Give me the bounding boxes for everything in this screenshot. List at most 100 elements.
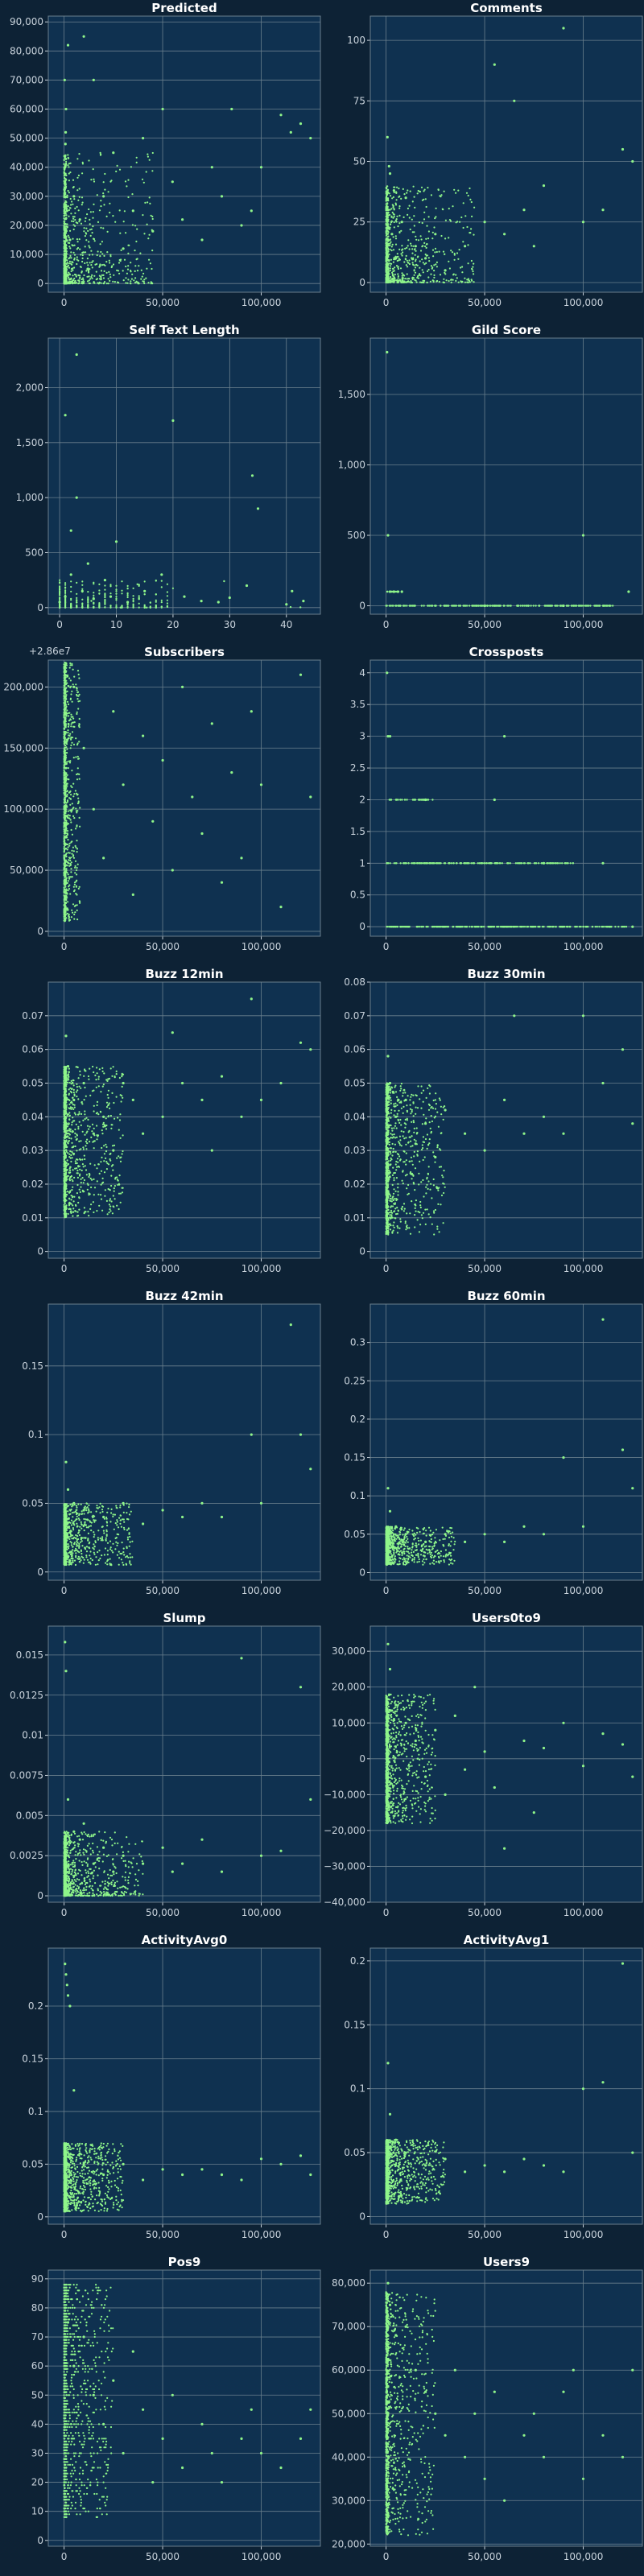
data-point [411, 262, 414, 264]
data-point [80, 280, 84, 283]
data-point [72, 217, 75, 220]
data-point [387, 271, 390, 274]
data-point [76, 189, 79, 192]
data-point [89, 1173, 91, 1175]
data-point [121, 589, 123, 592]
data-point [109, 273, 111, 275]
data-point [453, 258, 456, 261]
data-point [72, 1088, 75, 1091]
data-point [109, 1210, 112, 1212]
data-point [578, 926, 580, 928]
data-point [64, 767, 68, 770]
data-point [469, 232, 471, 234]
data-point [65, 214, 68, 217]
data-point [64, 828, 68, 831]
scatter-panel-2: Comments 0 25 50 75 100 0 50,000 100,000 [322, 0, 644, 322]
data-point [496, 926, 499, 928]
data-point [118, 1155, 120, 1158]
data-point [93, 1147, 95, 1150]
data-point [436, 250, 438, 254]
data-point [135, 161, 138, 163]
data-point [519, 862, 522, 865]
data-point [66, 748, 68, 750]
data-point [392, 590, 395, 593]
data-point [69, 864, 72, 867]
data-point [79, 1168, 81, 1170]
data-point [102, 1125, 105, 1128]
data-point [87, 601, 89, 604]
data-point [85, 1095, 87, 1097]
data-point [67, 817, 69, 819]
data-point [452, 205, 454, 208]
data-point [72, 737, 74, 739]
data-point [594, 605, 597, 607]
data-point [389, 926, 391, 928]
data-point [73, 883, 76, 886]
data-point [66, 194, 68, 196]
data-point [408, 248, 411, 250]
data-point [78, 726, 80, 729]
data-point [97, 1085, 100, 1088]
data-point [72, 1180, 74, 1183]
data-point [99, 151, 101, 154]
data-point [64, 777, 68, 780]
data-point [489, 605, 492, 607]
data-point [431, 237, 434, 240]
data-point [67, 1075, 69, 1077]
data-point [89, 268, 91, 270]
data-point [419, 281, 422, 283]
data-point [393, 213, 395, 216]
data-point [63, 864, 65, 866]
data-point [121, 1191, 124, 1194]
data-point [100, 250, 102, 254]
data-point [386, 256, 390, 258]
axes-frame [369, 659, 643, 937]
data-point [69, 1087, 72, 1089]
data-point [118, 1192, 121, 1195]
data-point [78, 778, 80, 780]
data-point [69, 862, 72, 865]
data-point [82, 277, 85, 279]
data-point [420, 926, 423, 928]
data-point [402, 281, 405, 283]
data-point [80, 278, 83, 281]
data-point [74, 219, 76, 221]
data-point [67, 767, 69, 770]
data-point [132, 603, 134, 605]
x-tick-label: 0 [383, 619, 390, 630]
data-point [66, 709, 68, 712]
data-point [109, 592, 112, 595]
data-point [410, 281, 412, 284]
data-point [78, 1085, 80, 1088]
data-point [245, 584, 249, 588]
data-point [63, 866, 66, 869]
data-point [64, 800, 67, 803]
data-point [394, 862, 397, 865]
data-point [115, 606, 118, 609]
data-point [65, 861, 68, 863]
data-point [138, 597, 140, 600]
data-point [98, 605, 101, 608]
data-point [412, 185, 415, 188]
data-point [471, 267, 473, 270]
data-point [75, 496, 78, 499]
y-tick-label: 80,000 [10, 45, 43, 56]
data-point [390, 216, 393, 218]
data-point [433, 276, 436, 279]
data-point [420, 862, 423, 865]
data-point [499, 862, 502, 865]
data-point [63, 1195, 65, 1197]
data-point [468, 605, 471, 607]
data-point [386, 188, 390, 191]
data-point [64, 221, 66, 223]
data-point [115, 592, 118, 595]
data-point [112, 215, 114, 217]
data-point [63, 686, 65, 689]
data-point [420, 238, 423, 241]
data-point [105, 1106, 109, 1108]
data-point [97, 1075, 100, 1078]
data-point [466, 862, 469, 865]
data-point [78, 1208, 80, 1211]
data-point [84, 1165, 86, 1167]
data-point [64, 790, 67, 792]
